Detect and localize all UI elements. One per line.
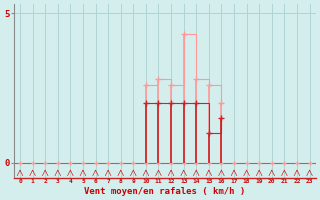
- X-axis label: Vent moyen/en rafales ( km/h ): Vent moyen/en rafales ( km/h ): [84, 187, 245, 196]
